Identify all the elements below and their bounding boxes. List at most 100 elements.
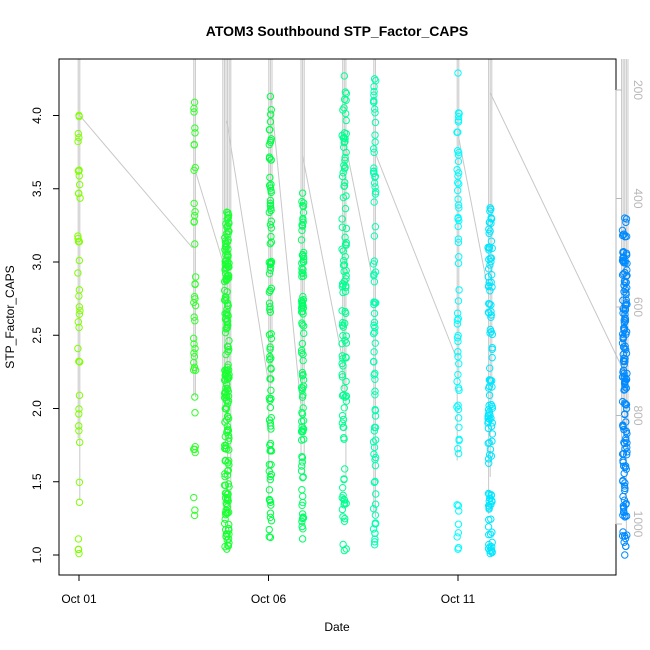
data-point [485,502,493,510]
data-point [265,486,274,494]
data-point [370,538,379,546]
data-point [622,542,630,551]
data-point [225,457,233,465]
data-point [298,349,306,357]
data-point [222,248,230,256]
data-point [299,265,307,274]
data-point [74,545,83,554]
data-point [267,232,275,241]
data-point [370,278,379,286]
data-point [299,301,307,310]
data-point [222,511,230,519]
data-point [371,500,380,508]
data-point [620,288,628,296]
data-point [488,345,496,353]
data-point [621,377,630,385]
data-point [225,434,233,442]
data-point [299,269,307,277]
data-point [371,529,379,538]
data-point [486,547,494,555]
data-point [298,272,306,281]
data-point [623,448,631,456]
data-point [267,238,276,246]
data-point [342,116,350,125]
data-point [487,257,495,266]
data-point [622,401,630,409]
data-point [221,293,230,301]
data-point [484,410,493,418]
data-point [222,384,230,392]
data-point [222,310,231,319]
data-point [298,462,306,470]
data-point [341,287,350,296]
data-point [340,256,348,265]
data-point [298,510,307,518]
data-point [338,373,347,381]
data-point [75,358,84,366]
data-point [223,503,231,511]
data-point [266,199,275,208]
data-point [338,352,347,360]
data-point [75,405,83,413]
data-point [339,247,348,255]
data-point [619,492,627,501]
data-point [341,514,349,523]
data-point [75,303,84,311]
data-point [453,309,462,317]
data-point [224,343,232,351]
data-point [222,489,230,497]
data-point [485,391,494,399]
data-point [225,345,233,354]
y-tick-label: 1.5 [30,473,44,490]
data-point [339,281,347,290]
data-point [369,145,378,153]
data-point [191,366,200,374]
data-point [455,386,463,394]
depth-trace-line [302,155,343,359]
data-point [454,118,463,126]
data-point [370,318,379,327]
data-point [486,364,494,372]
data-point [74,129,83,138]
data-point [371,339,379,347]
data-point [339,415,348,424]
data-point [223,490,231,499]
data-point [619,503,628,512]
data-point [371,138,379,146]
data-point [225,218,233,227]
depth-trace-line [194,168,226,269]
depth-trace-line [269,89,302,404]
data-point [223,238,232,246]
data-point [265,269,274,278]
data-point [266,138,275,146]
data-point [341,307,349,316]
data-point [222,499,230,507]
data-point [298,307,307,316]
data-point [620,319,629,327]
data-point [487,307,495,316]
data-point [370,541,379,549]
data-point [454,370,462,379]
data-point [266,356,274,364]
data-point [267,204,275,212]
data-point [342,272,350,280]
data-point [371,118,380,127]
data-point [298,393,307,401]
data-point [223,494,232,502]
depth-trace-line [457,133,489,291]
data-point [75,391,84,400]
x-tick-label: Oct 06 [251,592,287,606]
data-point [487,311,495,319]
data-point [298,226,306,235]
y-tick-label: 3.0 [30,253,44,270]
data-point [620,496,629,504]
data-point [369,329,378,338]
data-point [454,157,463,166]
data-point [190,511,199,520]
data-point [618,330,627,338]
data-point [297,383,306,392]
data-point [340,435,348,443]
data-point [340,496,349,504]
data-point [340,129,349,137]
data-point [299,322,308,330]
